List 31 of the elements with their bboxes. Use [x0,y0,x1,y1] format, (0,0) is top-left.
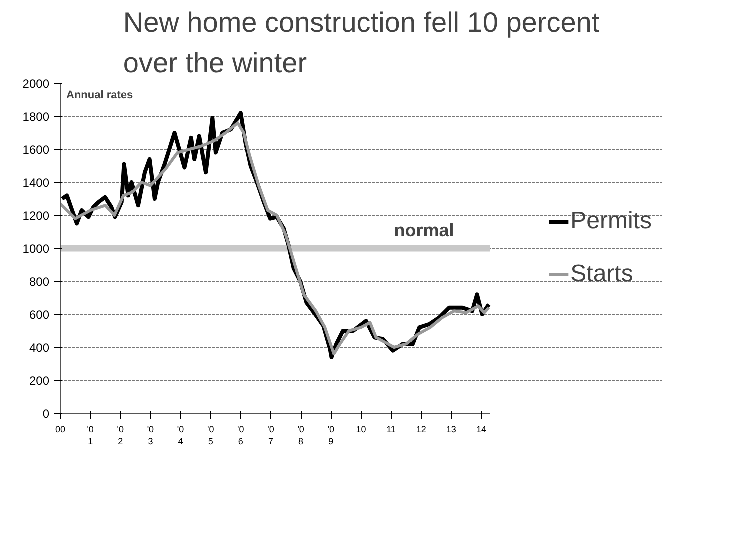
x-tick-label: '0 6 [238,424,244,446]
x-tick-label: 11 [386,424,396,434]
y-tick-label: 1000 [22,242,50,256]
y-tick-label: 0 [42,407,50,421]
x-tick-label: '0 1 [87,424,94,446]
annotation: Annual rates [66,90,134,102]
y-tick-label: 200 [29,374,50,388]
legend-label: Permits [570,208,652,236]
y-tick-label: 800 [29,275,50,289]
band-label: normal [394,220,454,240]
x-tick-label: '0 3 [147,424,154,446]
x-tick-label: '0 2 [117,424,124,446]
x-tick-label: '0 8 [298,424,304,446]
x-tick-label: 13 [446,424,456,434]
y-tick-label: 1400 [22,176,50,190]
x-tick-label: '0 5 [207,424,214,446]
x-tick-label: 14 [476,424,486,434]
y-tick-label: 1200 [22,209,50,223]
y-tick-label: 1600 [22,143,50,157]
y-tick-label: 600 [29,308,50,322]
chart-title: New home construction fell 10 percent over the winter [123,7,600,78]
legend-label: Starts [570,260,634,288]
y-tick-label: 400 [29,341,50,355]
y-tick-label: 1800 [22,110,50,124]
x-tick-label: '0 7 [268,424,274,446]
y-tick-label: 2000 [22,77,50,91]
x-tick-label: 10 [356,424,366,434]
x-tick-label: 12 [416,424,426,434]
x-tick-label: '0 9 [328,424,334,446]
x-tick-label: 00 [55,424,66,434]
x-tick-label: '0 4 [177,424,184,446]
